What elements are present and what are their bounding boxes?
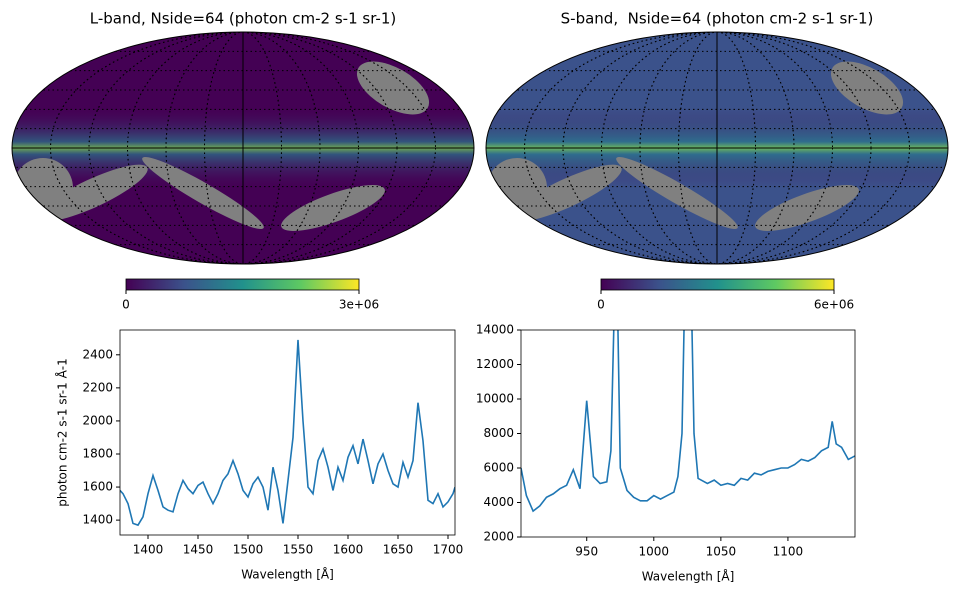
y-tick-label: 8000 <box>483 426 514 440</box>
masked-region <box>755 185 859 231</box>
y-tick-label: 2200 <box>82 380 113 394</box>
y-tick-label: 2000 <box>483 530 514 544</box>
masked-region <box>281 185 385 231</box>
masked-region <box>616 156 738 230</box>
map-outline <box>485 31 949 265</box>
x-axis-label: Wavelength [Å] <box>241 567 334 582</box>
map-title: L-band, Nside=64 (photon cm-2 s-1 sr-1) <box>90 10 397 28</box>
y-tick-label: 2400 <box>82 347 113 361</box>
y-tick-label: 10000 <box>476 392 514 406</box>
y-tick-label: 1800 <box>82 446 113 460</box>
colorbar <box>600 278 835 291</box>
y-tick-label: 1400 <box>82 513 113 527</box>
x-tick-label: 1550 <box>283 543 314 557</box>
colorbar-tick-label: 3e+06 <box>339 298 379 312</box>
x-tick-label: 950 <box>575 545 598 559</box>
map-outline <box>11 31 475 265</box>
y-tick-label: 2000 <box>82 413 113 427</box>
axes-frame <box>119 329 456 536</box>
sky-map <box>12 32 474 264</box>
x-tick-label: 1600 <box>333 543 364 557</box>
masked-region <box>356 61 430 115</box>
x-axis-label: Wavelength [Å] <box>642 569 735 584</box>
map-title: S-band, Nside=64 (photon cm-2 s-1 sr-1) <box>561 10 874 28</box>
y-tick-label: 14000 <box>476 323 514 337</box>
line-series <box>521 330 855 513</box>
x-tick-label: 1650 <box>383 543 414 557</box>
x-tick-label: 1050 <box>706 545 737 559</box>
colorbar-tick-label: 0 <box>122 298 130 312</box>
x-tick-label: 1100 <box>773 545 804 559</box>
y-tick-label: 6000 <box>483 461 514 475</box>
x-tick-label: 1500 <box>233 543 264 557</box>
sky-map <box>486 32 948 264</box>
masked-region <box>142 156 264 230</box>
colorbar-tick-label: 6e+06 <box>814 298 854 312</box>
axes-frame <box>520 329 856 538</box>
masked-region <box>830 61 904 115</box>
colorbar-tick-label: 0 <box>597 298 605 312</box>
x-tick-label: 1450 <box>183 543 214 557</box>
y-axis-label: photon cm-2 s-1 sr-1 Å-1 <box>55 358 70 507</box>
y-tick-label: 12000 <box>476 357 514 371</box>
line-series <box>120 339 455 527</box>
y-tick-label: 1600 <box>82 480 113 494</box>
x-tick-label: 1400 <box>133 543 164 557</box>
colorbar <box>125 278 360 291</box>
x-tick-label: 1000 <box>639 545 670 559</box>
x-tick-label: 1700 <box>433 543 464 557</box>
y-tick-label: 4000 <box>483 495 514 509</box>
